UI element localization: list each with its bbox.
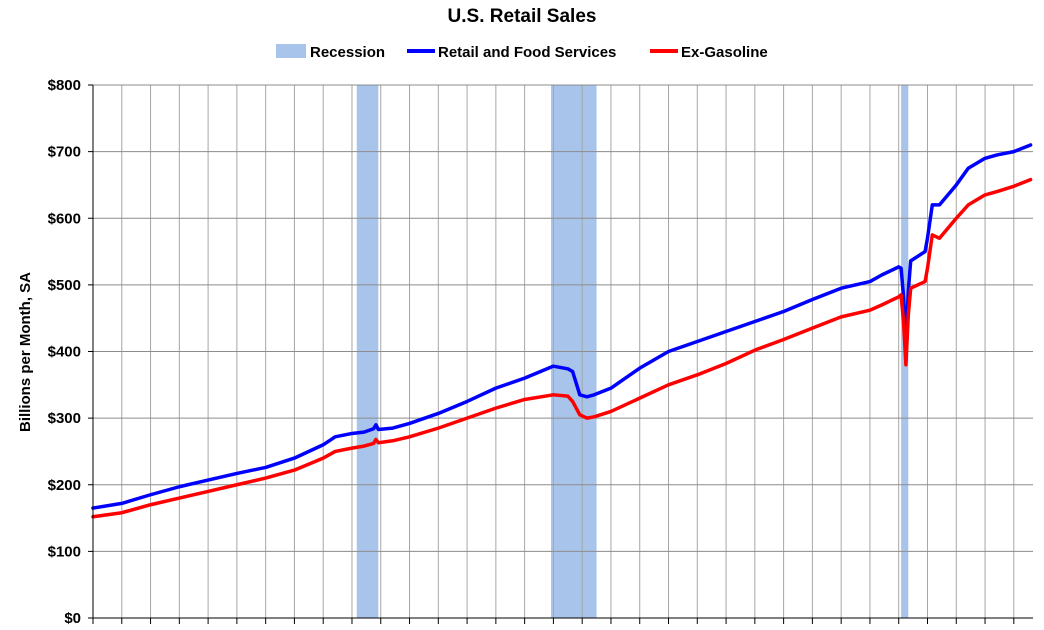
- y-tick-label: $100: [48, 543, 81, 560]
- y-tick-label: $500: [48, 277, 81, 294]
- y-tick-label: $0: [64, 610, 81, 627]
- y-tick-label: $800: [48, 77, 81, 94]
- y-tick-label: $600: [48, 210, 81, 227]
- y-tick-label: $700: [48, 144, 81, 161]
- legend-swatch-recession: [276, 44, 306, 58]
- y-tick-label: $200: [48, 477, 81, 494]
- y-tick-label: $400: [48, 344, 81, 361]
- legend-label-retail-and-food-services: Retail and Food Services: [438, 44, 616, 61]
- legend-item-retail: Retail and Food Services: [407, 44, 616, 61]
- y-axis-label: Billions per Month, SA: [17, 272, 34, 432]
- series-line-retail-and-food-services: [91, 143, 1033, 510]
- legend-label-ex-gasoline: Ex-Gasoline: [681, 44, 768, 61]
- y-tick-label: $300: [48, 410, 81, 427]
- legend: Recession Retail and Food Services Ex-Ga…: [276, 44, 768, 61]
- legend-label-recession: Recession: [310, 44, 385, 61]
- series-lines: [91, 143, 1033, 519]
- series-line-ex-gasoline: [91, 177, 1033, 519]
- chart-title: U.S. Retail Sales: [448, 6, 597, 27]
- gridlines: [93, 84, 1033, 619]
- legend-item-recession: Recession: [276, 44, 385, 61]
- legend-item-ex-gasoline: Ex-Gasoline: [650, 44, 768, 61]
- axes: $0 $100 $200 $300 $400 $500 $600 $700 $800: [48, 77, 1033, 627]
